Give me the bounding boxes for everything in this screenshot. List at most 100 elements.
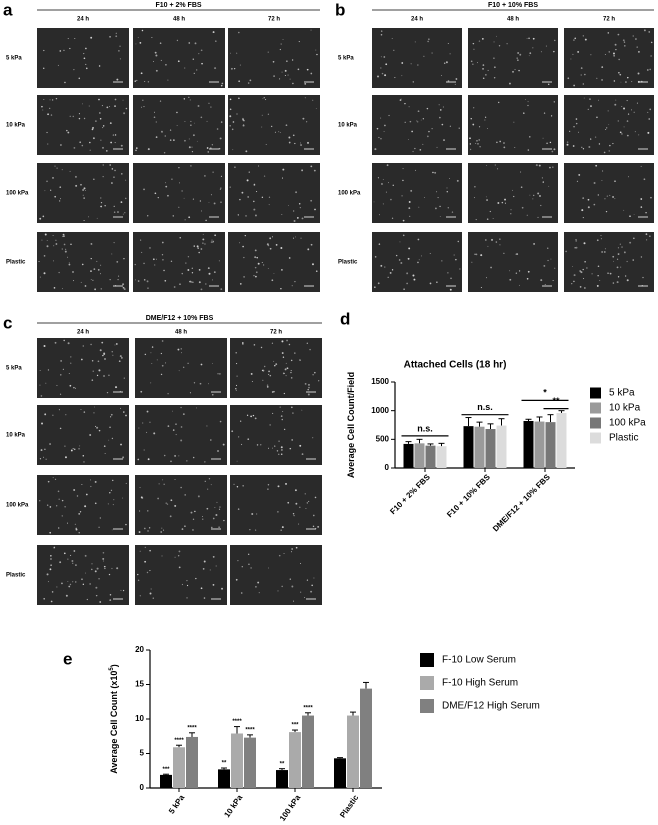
cell-speck: [255, 529, 257, 531]
cell-speck: [96, 426, 99, 429]
bar: [334, 758, 346, 788]
cell-speck: [258, 592, 260, 594]
cell-speck: [147, 287, 149, 289]
micrograph: [230, 475, 322, 535]
cell-speck: [81, 263, 84, 266]
cell-speck: [449, 125, 451, 127]
micrograph: [468, 28, 558, 88]
cell-speck: [573, 84, 576, 87]
cell-speck: [256, 513, 258, 515]
cell-speck: [75, 528, 78, 531]
cell-speck: [298, 523, 300, 525]
cell-speck: [482, 77, 485, 79]
cell-speck: [432, 171, 434, 174]
cell-speck: [39, 458, 42, 460]
cell-speck: [212, 555, 215, 558]
cell-speck: [266, 386, 269, 388]
cell-speck: [192, 134, 195, 137]
annotation: n.s.: [417, 423, 433, 433]
cell-speck: [151, 363, 153, 365]
cell-speck: [236, 486, 239, 488]
cell-speck: [67, 558, 69, 560]
cell-speck: [518, 284, 520, 286]
bar: [534, 421, 545, 468]
cell-speck: [533, 243, 536, 245]
cell-speck: [640, 206, 643, 208]
cell-speck: [73, 69, 75, 71]
annotation: n.s.: [477, 402, 493, 412]
cell-speck: [83, 461, 85, 463]
cell-speck: [439, 109, 442, 111]
cell-speck: [49, 443, 51, 445]
cell-speck: [309, 348, 311, 351]
cell-speck: [89, 434, 92, 436]
cell-speck: [280, 529, 282, 531]
cell-speck: [623, 209, 625, 211]
cell-speck: [230, 52, 231, 54]
cell-speck: [204, 175, 206, 177]
cell-speck: [281, 340, 284, 343]
cell-speck: [85, 572, 86, 574]
cell-speck: [143, 106, 145, 108]
cell-speck: [204, 480, 206, 482]
cell-speck: [457, 240, 459, 243]
cell-speck: [508, 82, 511, 85]
cell-speck: [90, 485, 92, 488]
cell-speck: [191, 281, 193, 283]
cell-speck: [123, 288, 126, 290]
cell-speck: [487, 69, 489, 72]
cell-speck: [294, 236, 296, 238]
cell-speck: [75, 184, 78, 187]
cell-speck: [310, 590, 313, 593]
micrograph: [37, 163, 129, 223]
cell-speck: [374, 286, 376, 288]
micrograph: [372, 28, 462, 88]
cell-speck: [154, 192, 157, 195]
legend-swatch: [590, 432, 601, 444]
cell-speck: [400, 262, 403, 264]
cell-speck: [269, 374, 272, 377]
cell-speck: [378, 136, 380, 139]
cell-speck: [214, 67, 217, 70]
cell-speck: [115, 386, 118, 389]
cell-speck: [600, 234, 602, 237]
cell-speck: [148, 527, 151, 529]
significance-label: ****: [303, 705, 313, 711]
cell-speck: [103, 565, 106, 568]
x-tick-label: 5 kPa: [167, 793, 187, 816]
cell-speck: [68, 372, 70, 375]
cell-speck: [614, 180, 616, 183]
cell-speck: [146, 571, 149, 574]
cell-speck: [285, 482, 287, 485]
cell-speck: [493, 57, 495, 59]
cell-speck: [613, 55, 615, 57]
cell-speck: [626, 134, 629, 137]
cell-speck: [170, 499, 173, 502]
cell-speck: [217, 373, 219, 375]
cell-speck: [222, 443, 225, 446]
cell-speck: [428, 38, 430, 41]
cell-speck: [572, 53, 574, 55]
cell-speck: [453, 254, 455, 256]
cell-speck: [307, 383, 310, 386]
micrograph: [135, 475, 227, 535]
cell-speck: [95, 425, 97, 428]
cell-speck: [548, 185, 550, 187]
cell-speck: [504, 198, 506, 201]
cell-speck: [213, 240, 215, 242]
bar: [496, 425, 507, 468]
cell-speck: [178, 566, 181, 569]
cell-speck: [238, 31, 240, 34]
cell-speck: [284, 368, 287, 371]
cell-speck: [178, 206, 180, 208]
cell-speck: [56, 505, 58, 507]
cell-speck: [111, 567, 113, 570]
cell-speck: [312, 514, 315, 517]
cell-speck: [208, 201, 210, 203]
cell-speck: [220, 84, 223, 87]
cell-speck: [283, 553, 285, 555]
cell-speck: [217, 450, 219, 452]
cell-speck: [60, 374, 62, 376]
cell-speck: [70, 449, 73, 452]
cell-speck: [380, 33, 383, 36]
